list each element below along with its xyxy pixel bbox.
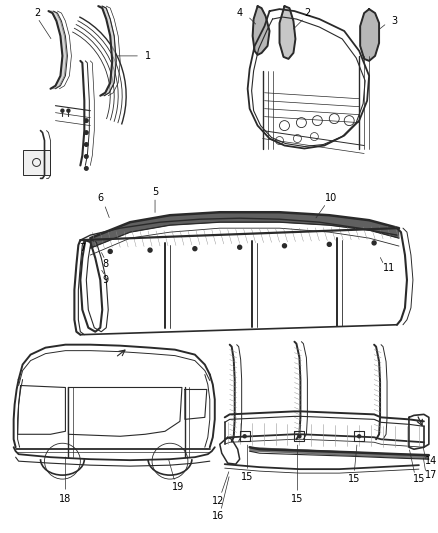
Circle shape [298,435,301,438]
Circle shape [85,143,88,147]
Circle shape [61,109,64,112]
Circle shape [193,247,197,251]
Polygon shape [253,6,269,55]
Polygon shape [250,447,429,459]
Text: 14: 14 [425,456,437,466]
Text: 2: 2 [304,8,311,18]
Text: 15: 15 [413,474,425,484]
Text: 15: 15 [241,472,254,482]
Text: 5: 5 [152,187,158,197]
Circle shape [327,243,331,246]
Circle shape [148,248,152,252]
Circle shape [372,241,376,245]
Text: 12: 12 [212,496,224,506]
Text: 1: 1 [145,51,151,61]
Circle shape [85,155,88,158]
Circle shape [85,131,88,134]
Circle shape [283,244,286,248]
Circle shape [243,435,246,438]
Text: 10: 10 [325,193,337,203]
Text: 4: 4 [237,8,243,18]
Polygon shape [23,150,50,175]
Text: 19: 19 [172,482,184,492]
Text: 3: 3 [391,16,397,26]
Text: 9: 9 [102,275,108,285]
Text: 2: 2 [35,8,41,18]
Polygon shape [49,11,67,89]
Text: 15: 15 [348,474,360,484]
Text: 17: 17 [425,470,437,480]
Text: 16: 16 [212,511,224,521]
Polygon shape [279,6,296,59]
Polygon shape [90,212,399,248]
Circle shape [238,245,242,249]
Text: 18: 18 [59,494,71,504]
Circle shape [67,109,70,112]
Circle shape [108,249,112,253]
Circle shape [85,119,88,123]
Circle shape [358,435,360,438]
Circle shape [85,167,88,170]
Polygon shape [98,6,116,96]
Text: 11: 11 [383,263,395,273]
Text: 6: 6 [97,193,103,203]
Text: 7: 7 [79,243,85,253]
Text: 8: 8 [102,259,108,269]
Text: 15: 15 [291,494,304,504]
Polygon shape [360,9,379,61]
